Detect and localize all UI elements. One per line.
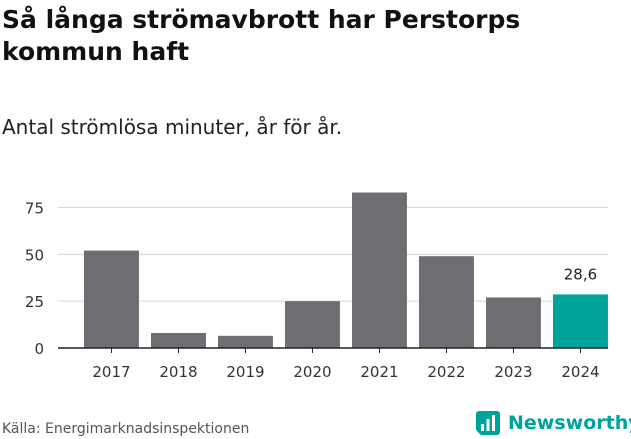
y-tick-label: 75 [25,199,44,217]
x-tick-label: 2017 [92,363,130,381]
x-tick-label: 2023 [494,363,532,381]
x-tick-label: 2022 [427,363,465,381]
bar [419,256,474,348]
y-tick-label: 50 [25,246,44,264]
bar [352,192,407,348]
bar [285,301,340,348]
newsworthy-logo-text: Newsworthy [508,412,631,434]
x-tick-label: 2018 [159,363,197,381]
data-label: 28,6 [564,265,597,283]
newsworthy-logo: Newsworthy [475,410,631,436]
x-tick-label: 2024 [561,363,599,381]
chart-subtitle: Antal strömlösa minuter, år för år. [2,115,343,139]
bar-chart: 0 25 50 75 2017 2018 2019 2020 2021 2022 2023 2024 2… [25,192,608,381]
bar [84,250,139,348]
x-tick-label: 2019 [226,363,264,381]
x-tick-label: 2020 [293,363,331,381]
newsworthy-logo-icon [476,411,500,435]
y-tick-label: 0 [34,340,44,358]
bar [218,335,273,348]
bar [553,294,608,348]
bar [486,297,541,348]
source-note: Källa: Energimarknadsinspektionen [2,421,250,437]
chart-title: Så långa strömavbrott har Perstorps komm… [2,5,521,66]
x-tick-label: 2021 [360,363,398,381]
y-tick-label: 25 [25,293,44,311]
bar [151,333,206,348]
